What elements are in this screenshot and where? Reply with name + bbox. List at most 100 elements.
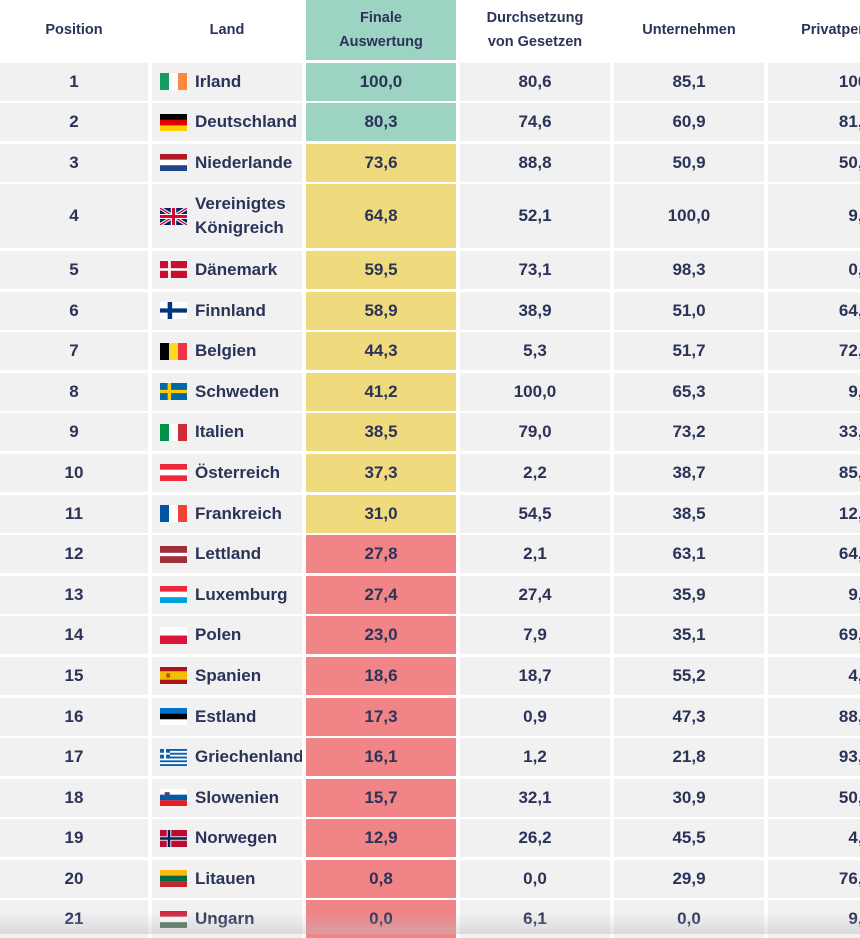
flag-lt-icon [160, 870, 187, 888]
private-cell: 50,0 [768, 143, 860, 182]
header-enforcement[interactable]: Durchsetzung von Gesetzen [460, 0, 610, 60]
enforcement-cell: 74,6 [460, 103, 610, 142]
position-cell: 20 [0, 859, 148, 898]
enforcement-cell: 1,2 [460, 738, 610, 777]
companies-cell: 35,9 [614, 575, 764, 614]
position-value: 13 [64, 584, 84, 604]
country-name: Deutschland [195, 112, 298, 132]
final-score-cell: 12,9 [306, 819, 456, 858]
enforcement-value: 32,1 [518, 787, 552, 807]
enforcement-value: 1,2 [523, 747, 547, 767]
enforcement-cell: 5,3 [460, 332, 610, 371]
header-position[interactable]: Position [0, 0, 148, 60]
enforcement-cell: 7,9 [460, 616, 610, 655]
position-cell: 9 [0, 413, 148, 452]
flag-es-icon [160, 667, 187, 685]
companies-cell: 35,1 [614, 616, 764, 655]
country-name: Estland [195, 706, 257, 726]
enforcement-cell: 79,0 [460, 413, 610, 452]
flag-de-icon [160, 113, 187, 131]
companies-value: 38,7 [672, 462, 706, 482]
country-name: Griechenland [195, 747, 302, 767]
flag-fr-icon [160, 505, 187, 523]
position-value: 20 [64, 868, 84, 888]
position-cell: 8 [0, 372, 148, 411]
enforcement-value: 100,0 [513, 381, 557, 401]
companies-value: 60,9 [672, 112, 706, 132]
country-name: Frankreich [195, 503, 282, 523]
private-cell: 9,0 [768, 900, 860, 938]
private-cell: 100, [768, 62, 860, 101]
enforcement-value: 88,8 [518, 152, 552, 172]
final-score-cell: 23,0 [306, 616, 456, 655]
country-cell: Niederlande [152, 143, 302, 182]
private-value: 72,1 [838, 341, 860, 361]
header-final-line-1: Finale [360, 10, 402, 26]
companies-value: 29,9 [672, 868, 706, 888]
final-score-cell: 58,9 [306, 291, 456, 330]
country-cell: Dänemark [152, 250, 302, 289]
position-cell: 7 [0, 332, 148, 371]
final-score-cell: 41,2 [306, 372, 456, 411]
flag-lu-icon [160, 586, 187, 604]
final-score-cell: 59,5 [306, 250, 456, 289]
enforcement-cell: 18,7 [460, 656, 610, 695]
companies-cell: 29,9 [614, 859, 764, 898]
companies-value: 38,5 [672, 503, 706, 523]
flag-gr-icon [160, 748, 187, 766]
country-cell: Luxemburg [152, 575, 302, 614]
private-value: 33,4 [838, 422, 860, 442]
final-score-cell: 0,8 [306, 859, 456, 898]
header-final-score[interactable]: Finale Auswertung [306, 0, 456, 60]
final-score-value: 23,0 [364, 625, 398, 645]
position-value: 11 [65, 503, 83, 523]
companies-value: 65,3 [672, 381, 706, 401]
header-land[interactable]: Land [152, 0, 302, 60]
final-score-cell: 27,4 [306, 575, 456, 614]
flag-si-icon [160, 789, 187, 807]
companies-cell: 65,3 [614, 372, 764, 411]
final-score-value: 80,3 [364, 112, 398, 132]
country-name: Dänemark [195, 259, 278, 279]
final-score-value: 17,3 [364, 706, 398, 726]
header-companies[interactable]: Unternehmen [614, 0, 764, 60]
position-value: 8 [69, 381, 79, 401]
enforcement-cell: 32,1 [460, 778, 610, 817]
companies-cell: 47,3 [614, 697, 764, 736]
position-cell: 14 [0, 616, 148, 655]
position-value: 4 [69, 206, 79, 226]
final-score-value: 64,8 [364, 206, 398, 226]
enforcement-cell: 80,6 [460, 62, 610, 101]
country-name: Italien [195, 422, 245, 442]
flag-no-icon [160, 829, 187, 847]
private-cell: 81,9 [768, 103, 860, 142]
companies-value: 73,2 [672, 422, 706, 442]
final-score-value: 16,1 [364, 747, 398, 767]
final-score-cell: 80,3 [306, 103, 456, 142]
country-name: Schweden [195, 381, 280, 401]
header-enforcement-line-2: von Gesetzen [487, 34, 583, 50]
position-value: 21 [64, 909, 84, 929]
country-cell: Frankreich [152, 494, 302, 533]
country-cell: Griechenland [152, 738, 302, 777]
final-score-cell: 73,6 [306, 143, 456, 182]
header-private[interactable]: Privatpers [768, 0, 860, 60]
final-score-cell: 0,0 [306, 900, 456, 938]
private-value: 85,0 [838, 462, 860, 482]
flag-hu-icon [160, 910, 187, 928]
companies-cell: 98,3 [614, 250, 764, 289]
country-cell: Norwegen [152, 819, 302, 858]
private-value: 50,0 [838, 152, 860, 172]
flag-be-icon [160, 342, 187, 360]
enforcement-value: 38,9 [518, 300, 552, 320]
private-value: 64,8 [838, 300, 860, 320]
companies-value: 55,2 [672, 665, 706, 685]
flag-at-icon [160, 464, 187, 482]
country-cell: Österreich [152, 453, 302, 492]
position-cell: 11 [0, 494, 148, 533]
companies-cell: 38,7 [614, 453, 764, 492]
companies-value: 63,1 [672, 544, 706, 564]
enforcement-value: 5,3 [523, 341, 547, 361]
enforcement-value: 0,0 [523, 868, 547, 888]
